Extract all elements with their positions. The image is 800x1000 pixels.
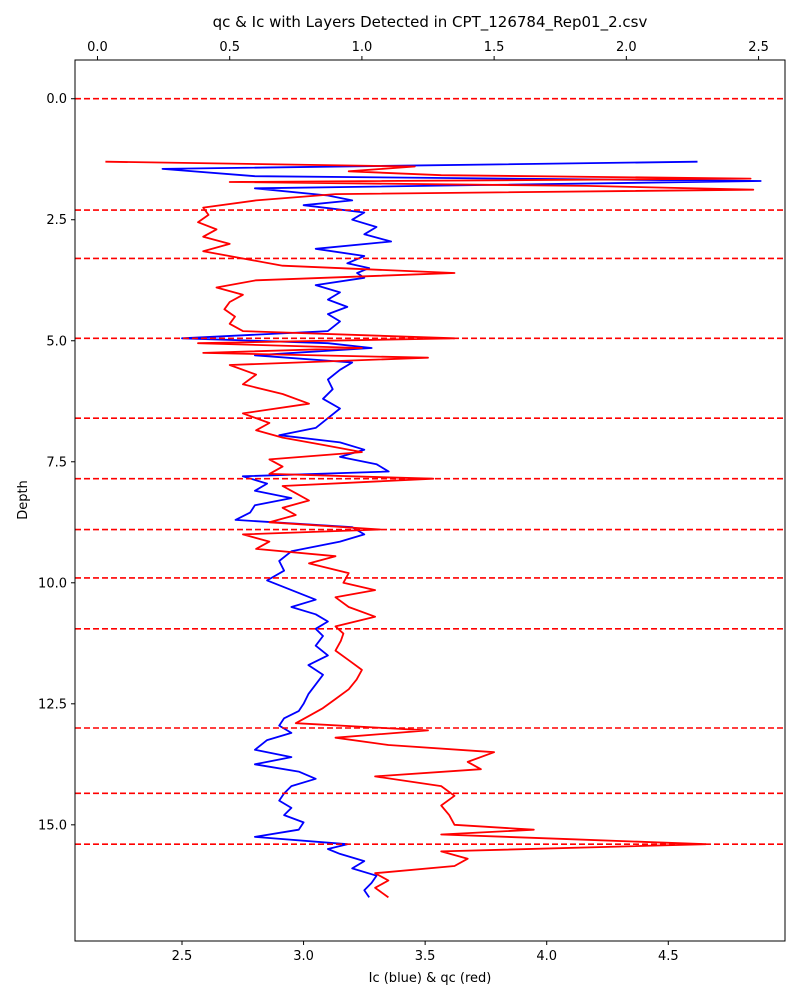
y-tick-label: 10.0 <box>38 576 67 591</box>
y-tick-label: 0.0 <box>46 92 67 107</box>
x-top-tick-label: 1.5 <box>484 40 505 55</box>
x-top-tick-label: 0.0 <box>87 40 108 55</box>
chart-title: qc & Ic with Layers Detected in CPT_1267… <box>213 13 648 32</box>
x-bottom-tick-label: 3.0 <box>293 949 314 964</box>
y-axis: 0.0 2.5 5.0 7.5 10.0 12.5 15.0 <box>38 92 75 833</box>
x-bottom-tick-label: 4.5 <box>658 949 679 964</box>
y-tick-label: 15.0 <box>38 818 67 833</box>
x-top-tick-label: 2.5 <box>748 40 769 55</box>
y-tick-label: 2.5 <box>46 213 67 228</box>
x-axis-bottom: 2.5 3.0 3.5 4.0 4.5 <box>172 941 679 964</box>
x-axis-top: 0.0 0.5 1.0 1.5 2.0 2.5 <box>87 40 769 60</box>
x-axis-title: Ic (blue) & qc (red) <box>369 971 492 986</box>
qc-series-line <box>105 160 755 899</box>
x-bottom-tick-label: 3.5 <box>415 949 436 964</box>
x-bottom-tick-label: 4.0 <box>536 949 557 964</box>
y-tick-label: 12.5 <box>38 697 67 712</box>
x-top-tick-label: 1.0 <box>352 40 373 55</box>
x-top-tick-label: 0.5 <box>219 40 240 55</box>
y-axis-title: Depth <box>16 480 31 520</box>
y-tick-label: 5.0 <box>46 334 67 349</box>
y-tick-label: 7.5 <box>46 455 67 470</box>
plot-frame <box>74 59 786 942</box>
plot-area <box>75 97 785 899</box>
x-top-tick-label: 2.0 <box>616 40 637 55</box>
x-bottom-tick-label: 2.5 <box>172 949 193 964</box>
